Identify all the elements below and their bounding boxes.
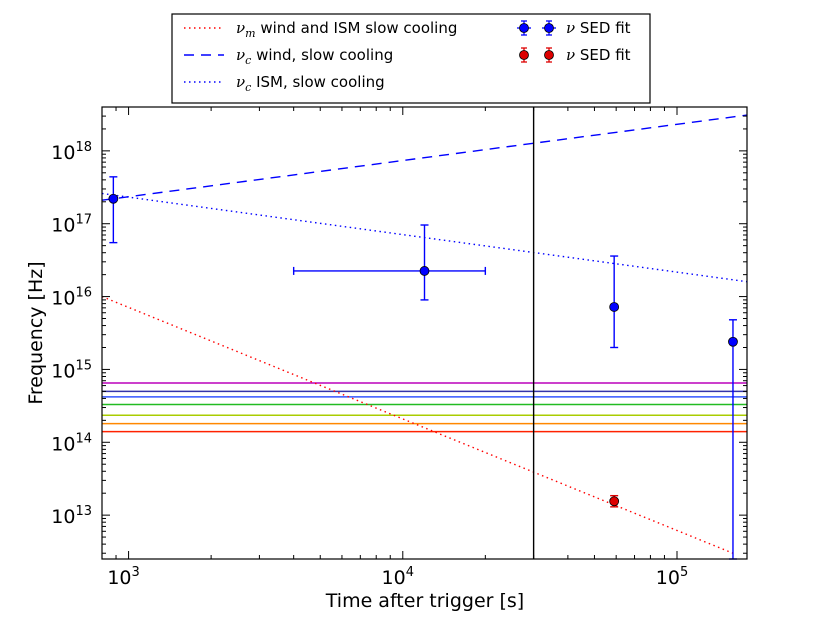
x-axis-label: Time after trigger [s] (325, 590, 524, 612)
model-line-1 (101, 114, 748, 201)
legend-marker (519, 50, 529, 60)
legend-entry-2: νc ISM, slow cooling (184, 73, 385, 94)
band-lines (102, 382, 747, 433)
legend-marker (544, 50, 554, 60)
y-tick-label-4: 1017 (51, 213, 92, 237)
legend-label-2: νc ISM, slow cooling (236, 73, 385, 94)
marker (609, 496, 620, 507)
legend-entry-0: νm wind and ISM slow cooling (184, 19, 457, 40)
data-point-0-0 (108, 176, 119, 244)
y-axis-label: Frequency [Hz] (25, 261, 47, 404)
x-tick-label-1: 104 (382, 565, 414, 589)
model-line-0 (101, 295, 734, 554)
legend-label-0: νm wind and ISM slow cooling (236, 19, 457, 40)
y-tick-label-5: 1018 (51, 140, 92, 164)
y-tick-label-0: 1013 (51, 504, 92, 528)
legend-entry-1: νc wind, slow cooling (184, 46, 393, 67)
legend-label-4: ν SED fit (566, 46, 631, 64)
data-point-0-2 (609, 255, 620, 349)
marker (419, 266, 430, 276)
y-tick-label-3: 1016 (51, 286, 92, 310)
legend-label-3: ν SED fit (566, 19, 631, 37)
plot-frame (101, 106, 748, 560)
x-tick-label-2: 105 (656, 565, 688, 589)
legend: νm wind and ISM slow cooling νc wind, slo… (171, 13, 651, 104)
legend-marker (544, 23, 554, 33)
marker (728, 336, 738, 347)
legend-label-1: νc wind, slow cooling (236, 46, 393, 67)
data-point-1-0 (609, 494, 620, 508)
ticks: 103 104 105 1013 1014 1015 1016 1017 1018 (51, 106, 747, 589)
x-tick-label-0: 103 (107, 565, 139, 589)
data-point-0-1 (292, 224, 487, 301)
marker (108, 193, 119, 204)
legend-entry-4: ν SED fit (519, 46, 631, 64)
plot-area (102, 107, 747, 559)
data-points (108, 176, 738, 560)
legend-marker (519, 23, 529, 33)
legend-box (171, 13, 651, 104)
y-tick-label-1: 1014 (51, 431, 92, 455)
marker (609, 302, 620, 312)
legend-entry-3: ν SED fit (517, 19, 631, 37)
y-tick-label-2: 1015 (51, 358, 92, 382)
